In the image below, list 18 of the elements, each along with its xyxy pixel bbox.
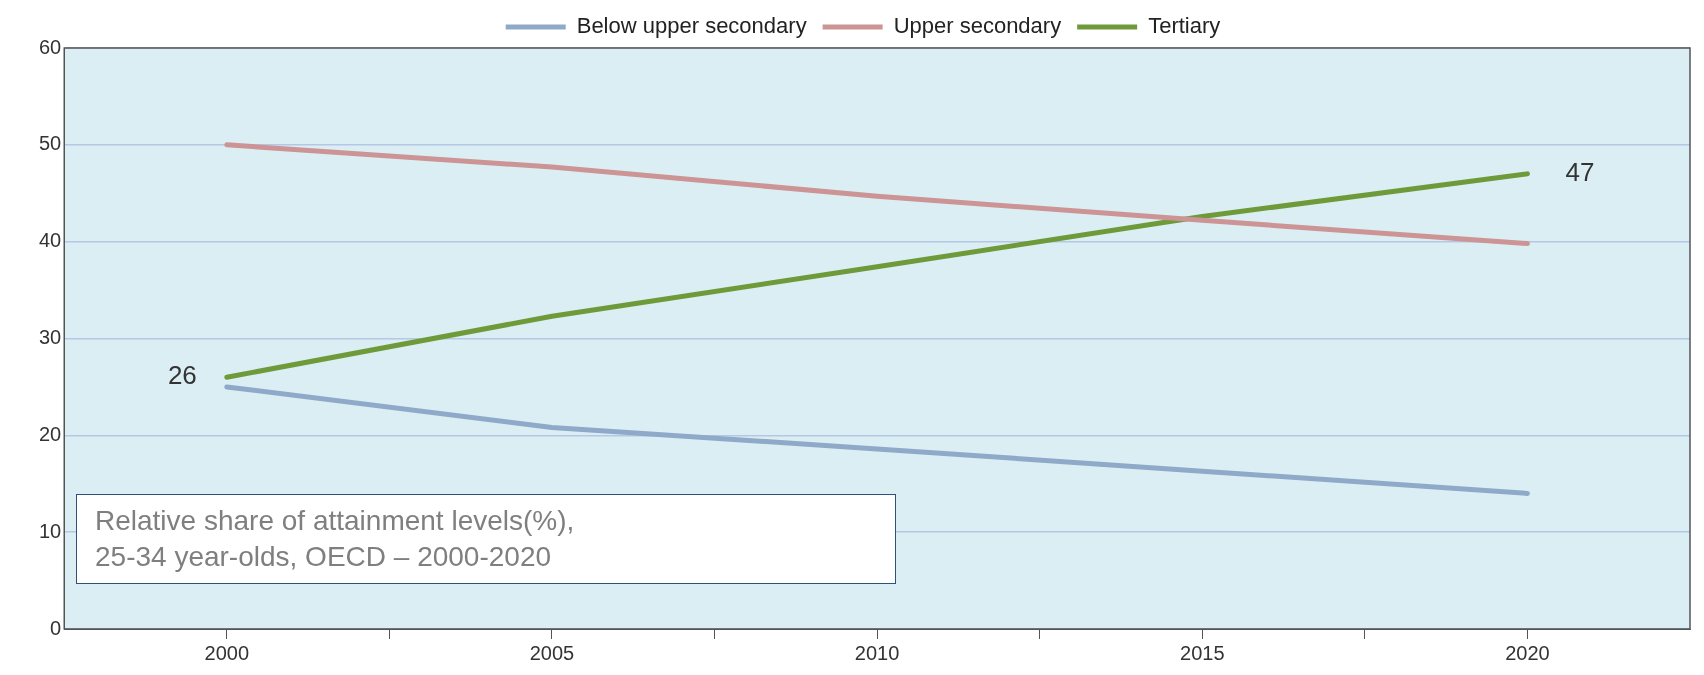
- x-tick-label: 2010: [854, 641, 900, 664]
- x-tick-label: 2015: [1180, 641, 1225, 664]
- legend-label: Upper secondary: [893, 13, 1062, 39]
- legend-label: Below upper secondary: [576, 13, 807, 39]
- y-tick-label: 50: [39, 132, 62, 155]
- y-tick-label: 30: [39, 326, 62, 349]
- y-tick-label: 0: [50, 616, 62, 639]
- y-tick-label: 60: [39, 35, 62, 58]
- legend-label: Tertiary: [1148, 13, 1221, 39]
- text-box: Relative share of attainment levels(%), 25-34 year-olds, OECD – 2000-2020: [76, 494, 896, 584]
- x-tick-label: 2005: [529, 641, 575, 664]
- data-label: 26: [167, 360, 197, 391]
- x-tick-label: 2000: [204, 641, 250, 664]
- x-tick-label: 2020: [1505, 641, 1550, 664]
- y-tick-label: 40: [39, 229, 62, 252]
- data-label: 47: [1565, 157, 1595, 188]
- y-tick-label: 10: [39, 519, 62, 542]
- y-tick-label: 20: [39, 422, 62, 445]
